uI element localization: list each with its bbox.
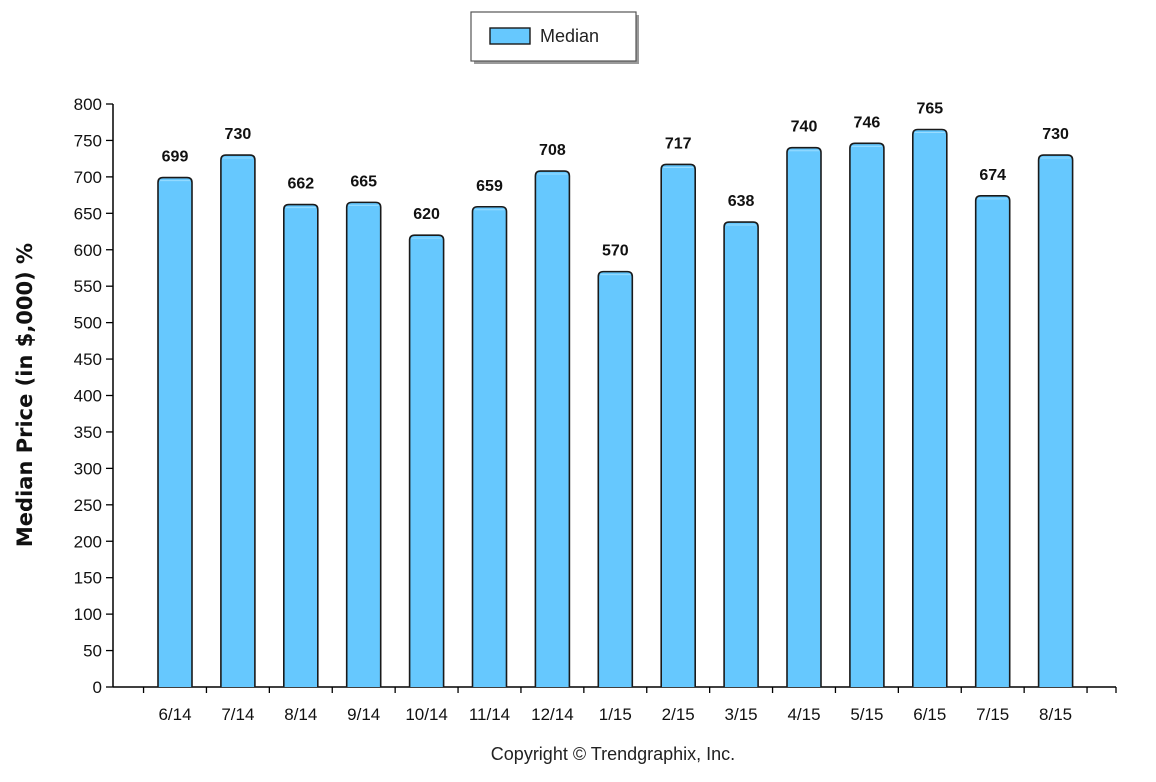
bar-value-label: 659	[476, 178, 503, 195]
bar	[534, 170, 571, 687]
x-tick-label: 6/15	[913, 705, 946, 724]
bar	[220, 154, 256, 687]
y-tick-label: 50	[83, 642, 102, 661]
y-tick-label: 750	[74, 131, 102, 150]
x-tick-label: 8/15	[1039, 705, 1072, 724]
y-tick-label: 0	[93, 678, 102, 697]
bar-value-label: 730	[225, 126, 252, 143]
bar-value-label: 638	[728, 193, 755, 210]
bar	[597, 270, 634, 687]
bar	[283, 203, 319, 687]
y-tick-label: 700	[74, 168, 102, 187]
bar-value-label: 662	[287, 176, 314, 193]
legend-label-median: Median	[540, 26, 599, 46]
bar-value-label: 674	[979, 167, 1006, 184]
x-axis: 6/14 7/14 8/14 9/14 10/14 11/14 12/14 1/15 2/15 3…	[113, 686, 1117, 724]
y-tick-label: 100	[74, 605, 102, 624]
y-tick-label: 650	[74, 204, 102, 223]
bar	[849, 142, 885, 687]
x-tick-label: 7/15	[976, 705, 1009, 724]
bar	[345, 201, 382, 687]
x-tick-label: 5/15	[850, 705, 883, 724]
bar	[157, 176, 193, 687]
bar-value-label: 699	[162, 149, 189, 166]
y-tick-label: 550	[74, 277, 102, 296]
x-tick-label: 1/15	[599, 705, 632, 724]
data-labels: 699 730 662 665 620 659 708 570 717 638 740 746 765 6…	[162, 101, 1069, 260]
bar	[408, 234, 445, 687]
bar	[660, 163, 696, 687]
legend-swatch	[489, 27, 531, 45]
x-tick-label: 8/14	[284, 705, 317, 724]
y-axis-title: Median Price (in $,000) %	[13, 243, 37, 547]
bar	[1037, 154, 1074, 687]
x-tick-label: 12/14	[531, 705, 574, 724]
y-tick-label: 500	[74, 314, 102, 333]
x-tick-label: 3/15	[725, 705, 758, 724]
x-tick-label: 11/14	[469, 705, 510, 724]
bar-value-label: 665	[350, 173, 377, 190]
y-axis: 0 50 100 150 200 250 300 350 400 450 500 550 600 650 7…	[74, 95, 114, 697]
x-tick-label: 4/15	[787, 705, 820, 724]
legend: Median	[470, 11, 639, 64]
x-tick-label: 7/14	[221, 705, 254, 724]
bar-value-label: 708	[539, 142, 566, 159]
y-tick-label: 600	[74, 241, 102, 260]
x-tick-label: 6/14	[158, 705, 191, 724]
bar	[723, 221, 759, 687]
copyright-footer: Copyright © Trendgraphix, Inc.	[491, 744, 735, 764]
bar-value-label: 746	[854, 114, 881, 131]
bar-value-label: 570	[602, 243, 629, 260]
bar	[912, 128, 948, 687]
bar-value-label: 717	[665, 135, 692, 152]
y-tick-label: 300	[74, 459, 102, 478]
y-tick-label: 150	[74, 569, 102, 588]
x-tick-label: 10/14	[405, 705, 448, 724]
y-tick-label: 350	[74, 423, 102, 442]
bar-value-label: 740	[791, 119, 818, 136]
y-tick-label: 400	[74, 387, 102, 406]
y-tick-label: 450	[74, 350, 102, 369]
bar	[974, 195, 1011, 687]
bar-value-label: 730	[1042, 126, 1069, 143]
bar	[471, 205, 508, 687]
x-tick-label: 9/14	[347, 705, 380, 724]
x-tick-label: 2/15	[662, 705, 695, 724]
y-tick-label: 800	[74, 95, 102, 114]
y-tick-label: 250	[74, 496, 102, 515]
bar-value-label: 620	[413, 206, 440, 223]
bar	[786, 146, 822, 687]
bars	[157, 128, 1074, 687]
y-tick-label: 200	[74, 532, 102, 551]
bar-value-label: 765	[916, 101, 943, 118]
